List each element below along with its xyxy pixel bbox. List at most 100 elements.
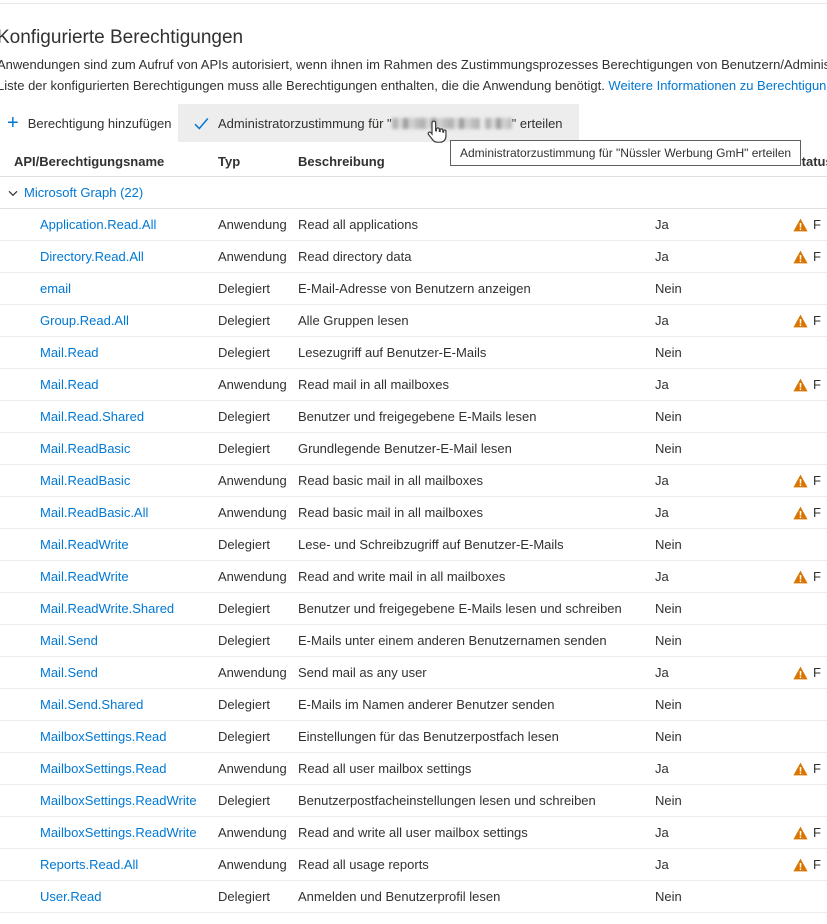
status-cell: F xyxy=(793,473,827,488)
header-type: Typ xyxy=(218,153,241,169)
status-text: F xyxy=(813,473,821,488)
permission-name-link[interactable]: Mail.ReadWrite.Shared xyxy=(40,601,175,616)
permission-name-link[interactable]: Mail.ReadWrite xyxy=(40,537,129,552)
permission-name-link[interactable]: MailboxSettings.Read xyxy=(40,761,167,776)
status-text: F xyxy=(813,505,821,520)
permission-description-cell: Benutzer und freigegebene E-Mails lesen … xyxy=(298,601,622,616)
permission-name-link[interactable]: Mail.Read xyxy=(40,377,99,392)
admin-consent-cell: Nein xyxy=(655,537,682,552)
permission-name-link[interactable]: Mail.Read.Shared xyxy=(40,409,145,424)
status-cell: F xyxy=(793,505,827,520)
permission-name-link[interactable]: Mail.Send.Shared xyxy=(40,697,144,712)
warning-icon xyxy=(793,570,808,584)
permission-name-link[interactable]: Reports.Read.All xyxy=(40,857,139,872)
warning-icon xyxy=(793,826,808,840)
group-row-microsoft-graph[interactable]: Microsoft Graph (22) xyxy=(0,177,827,209)
admin-consent-cell: Ja xyxy=(655,473,669,488)
table-row: Mail.ReadWrite.Shared Delegiert Benutzer… xyxy=(0,593,827,625)
admin-consent-cell: Ja xyxy=(655,569,669,584)
status-cell: F xyxy=(793,377,827,392)
table-row: Mail.Send.Shared Delegiert E-Mails im Na… xyxy=(0,689,827,721)
permission-name-cell: MailboxSettings.ReadWrite xyxy=(0,825,218,840)
consent-label-suffix: " erteilen xyxy=(511,115,563,131)
learn-more-link[interactable]: Weitere Informationen zu Berechtigun xyxy=(608,78,827,93)
description-line-1: Anwendungen sind zum Aufruf von APIs aut… xyxy=(0,57,827,72)
permission-name-cell: Mail.Send xyxy=(0,633,218,648)
permission-name-cell: User.Read xyxy=(0,889,218,904)
consent-label-prefix: Administratorzustimmung für " xyxy=(218,115,392,131)
status-text: F xyxy=(813,377,821,392)
admin-consent-cell: Nein xyxy=(655,889,682,904)
permission-name-link[interactable]: MailboxSettings.ReadWrite xyxy=(40,793,197,808)
admin-consent-cell: Ja xyxy=(655,313,669,328)
table-row: MailboxSettings.ReadWrite Delegiert Benu… xyxy=(0,785,827,817)
permission-type-cell: Anwendung xyxy=(218,377,287,392)
permission-description-cell: Read basic mail in all mailboxes xyxy=(298,505,483,520)
table-row: Mail.ReadWrite Anwendung Read and write … xyxy=(0,561,827,593)
status-text: F xyxy=(813,569,821,584)
permission-name-link[interactable]: Directory.Read.All xyxy=(40,249,144,264)
admin-consent-cell: Nein xyxy=(655,601,682,616)
permission-name-link[interactable]: Group.Read.All xyxy=(40,313,129,328)
table-row: Mail.ReadBasic.All Anwendung Read basic … xyxy=(0,497,827,529)
permission-name-link[interactable]: Mail.ReadBasic xyxy=(40,473,131,488)
permission-name-link[interactable]: email xyxy=(40,281,72,296)
permission-name-link[interactable]: Mail.ReadWrite xyxy=(40,569,129,584)
permission-name-link[interactable]: Mail.ReadBasic.All xyxy=(40,505,149,520)
permission-description-cell: Read all usage reports xyxy=(298,857,429,872)
table-row: Mail.Read.Shared Delegiert Benutzer und … xyxy=(0,401,827,433)
permission-name-link[interactable]: Mail.Send xyxy=(40,633,98,648)
description-line-2: Liste der konfigurierten Berechtigungen … xyxy=(0,75,826,96)
permission-description-cell: E-Mails unter einem anderen Benutzername… xyxy=(298,633,607,648)
permission-type-cell: Delegiert xyxy=(218,281,271,296)
permission-description-cell: Lese- und Schreibzugriff auf Benutzer-E-… xyxy=(298,537,564,552)
permission-name-cell: Mail.ReadBasic.All xyxy=(0,505,218,520)
permission-type-cell: Delegiert xyxy=(218,697,271,712)
permission-name-link[interactable]: User.Read xyxy=(40,889,102,904)
permission-name-cell: MailboxSettings.Read xyxy=(0,729,218,744)
admin-consent-cell: Ja xyxy=(655,665,669,680)
warning-icon xyxy=(793,250,808,264)
permission-name-cell: Mail.Read.Shared xyxy=(0,409,218,424)
permission-type-cell: Delegiert xyxy=(218,601,271,616)
permission-name-cell: MailboxSettings.ReadWrite xyxy=(0,793,218,808)
permission-type-cell: Delegiert xyxy=(218,633,271,648)
permission-description-cell: Read and write all user mailbox settings xyxy=(298,825,528,840)
warning-icon xyxy=(793,218,808,232)
table-row: Mail.ReadBasic Anwendung Read basic mail… xyxy=(0,465,827,497)
permission-name-link[interactable]: Mail.Send xyxy=(40,665,98,680)
permission-description-cell: Einstellungen für das Benutzerpostfach l… xyxy=(298,729,559,744)
permission-type-cell: Anwendung xyxy=(218,665,287,680)
permission-description-cell: Read directory data xyxy=(298,249,412,264)
permission-type-cell: Anwendung xyxy=(218,505,287,520)
permission-type-cell: Delegiert xyxy=(218,889,271,904)
permission-name-link[interactable]: MailboxSettings.ReadWrite xyxy=(40,825,197,840)
permission-name-link[interactable]: Mail.Read xyxy=(40,345,99,360)
permission-name-cell: Directory.Read.All xyxy=(0,249,218,264)
add-permission-label: Berechtigung hinzufügen xyxy=(27,115,172,131)
permission-name-cell: Mail.ReadWrite.Shared xyxy=(0,601,218,616)
permission-name-link[interactable]: Application.Read.All xyxy=(40,217,157,232)
status-text: F xyxy=(813,217,821,232)
status-text: F xyxy=(813,761,821,776)
admin-consent-cell: Ja xyxy=(655,857,669,872)
permission-type-cell: Anwendung xyxy=(218,249,287,264)
warning-icon xyxy=(793,474,808,488)
permission-name-link[interactable]: MailboxSettings.Read xyxy=(40,729,167,744)
permission-type-cell: Delegiert xyxy=(218,313,271,328)
table-row: Mail.Read Anwendung Read mail in all mai… xyxy=(0,369,827,401)
warning-icon xyxy=(793,666,808,680)
permission-type-cell: Anwendung xyxy=(218,473,287,488)
admin-consent-cell: Nein xyxy=(655,441,682,456)
permission-name-cell: Mail.ReadWrite xyxy=(0,569,218,584)
permission-name-link[interactable]: Mail.ReadBasic xyxy=(40,441,131,456)
permission-name-cell: Reports.Read.All xyxy=(0,857,218,872)
chevron-down-icon xyxy=(8,185,18,200)
add-permission-button[interactable]: + Berechtigung hinzufügen xyxy=(0,104,186,142)
plus-icon: + xyxy=(7,112,19,134)
grant-admin-consent-button[interactable]: Administratorzustimmung für " " erteilen xyxy=(178,104,579,142)
table-row: MailboxSettings.Read Delegiert Einstellu… xyxy=(0,721,827,753)
permission-type-cell: Anwendung xyxy=(218,761,287,776)
